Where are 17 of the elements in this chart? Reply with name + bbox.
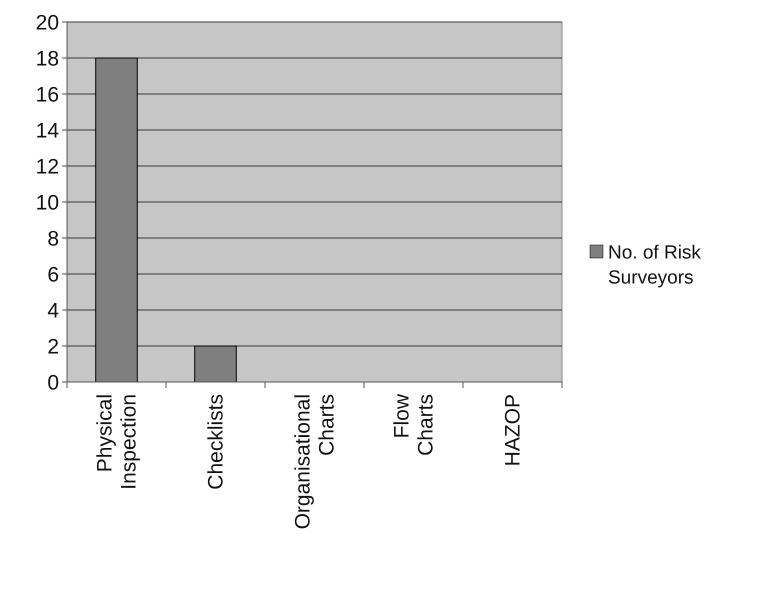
- y-tick-label: 14: [36, 119, 60, 142]
- x-tick-label: Physical Inspection: [94, 394, 140, 490]
- y-tick-label: 18: [36, 47, 59, 70]
- x-tick-label: HAZOP: [502, 394, 524, 466]
- y-tick-label: 20: [36, 11, 59, 34]
- y-tick-label: 2: [47, 335, 59, 358]
- x-tick-label: Flow Charts: [390, 393, 438, 456]
- y-tick-label: 16: [36, 83, 59, 106]
- legend-label: No. of Risk Surveyors: [608, 242, 702, 288]
- y-tick-label: 0: [47, 371, 59, 394]
- x-tick-label: Checklists: [204, 394, 228, 490]
- y-tick-label: 6: [47, 263, 59, 286]
- y-tick-label: 4: [47, 299, 60, 322]
- x-tick-label: Organisational Charts: [292, 394, 338, 530]
- y-tick-label: 10: [36, 191, 59, 214]
- y-tick-label: 12: [36, 155, 59, 178]
- y-tick-label: 8: [47, 227, 59, 250]
